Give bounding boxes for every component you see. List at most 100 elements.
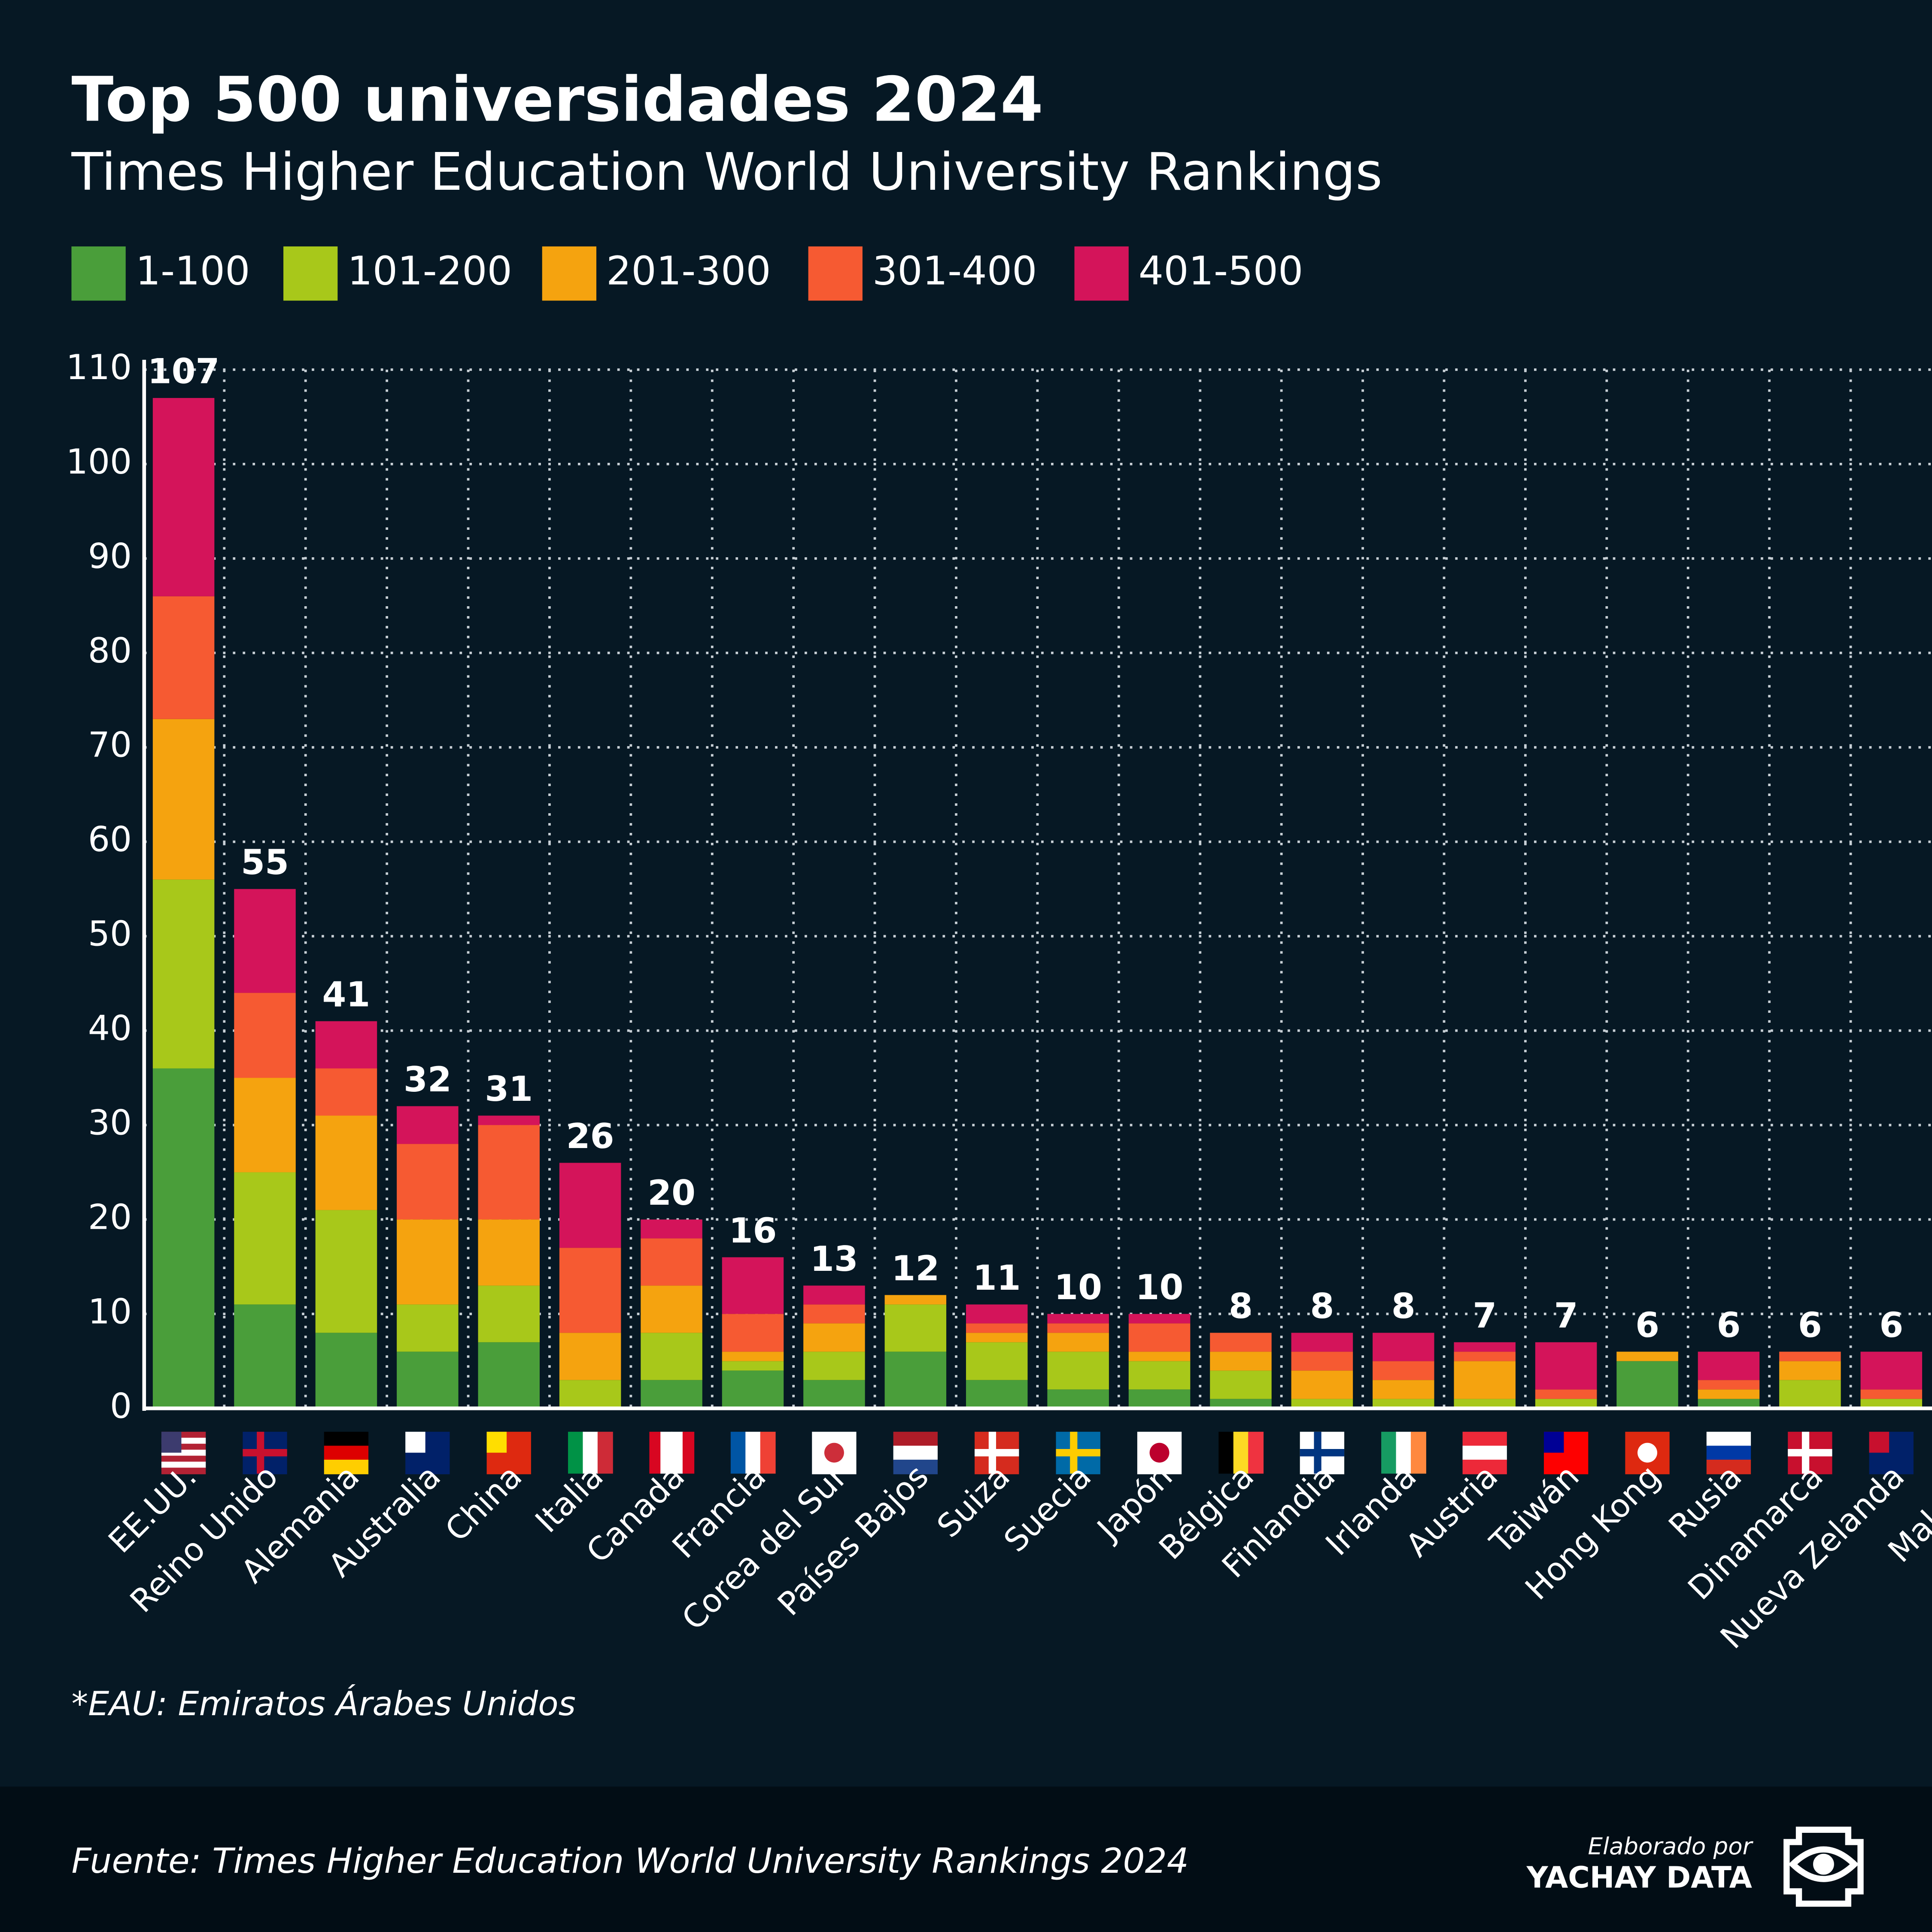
bar-segment [803,1323,865,1352]
y-tick-label: 80 [88,630,132,671]
bar-segment [1128,1352,1191,1361]
flag-stripe [893,1446,938,1461]
flag-stripe [1396,1431,1412,1474]
bar-segment [884,1304,947,1352]
bar-segment [1291,1333,1353,1352]
flag-dot [824,1443,844,1463]
bar-segment [722,1257,784,1314]
flag [1218,1431,1264,1474]
bar-segment [478,1219,540,1286]
flag-stripe [730,1431,746,1474]
bar-segment [1454,1342,1516,1352]
bar-segment [1373,1361,1434,1380]
flag-stripe [597,1431,613,1474]
flag [1543,1431,1589,1474]
footer-band [0,1786,1932,1932]
flag [1300,1431,1345,1474]
legend-label: 101-200 [347,248,512,294]
total-label: 32 [404,1059,452,1100]
flag-canton [486,1431,507,1453]
flag-stripe [161,1461,206,1468]
bar-segment [641,1238,702,1286]
total-label: 26 [566,1116,614,1156]
flag [1056,1431,1100,1474]
flag-cross [1788,1449,1832,1457]
flag-cross [257,1431,264,1474]
logo [1783,1826,1864,1907]
flag-cross [1300,1449,1345,1457]
bar-segment [478,1125,540,1220]
bar-segment [1291,1370,1353,1399]
legend-swatch [283,246,338,301]
bar-segment [1860,1389,1923,1399]
bar-segment [315,1210,377,1333]
logo-eye [1788,1846,1859,1882]
bar-segment [1210,1370,1272,1399]
flag [1788,1431,1832,1474]
bar-segment [803,1380,865,1409]
bar-segment [722,1361,784,1371]
logo-pupil [1813,1853,1834,1875]
flag-cross [1314,1431,1321,1474]
note: *EAU: Emiratos Árabes Unidos [71,1684,576,1723]
y-tick-label: 90 [88,536,132,576]
bar-segment [1047,1323,1109,1333]
bar-segment [1128,1314,1191,1324]
bar-segment [1291,1352,1353,1371]
total-label: 8 [1229,1286,1253,1326]
flag-stripe [1462,1431,1507,1446]
legend-label: 1-100 [136,248,250,294]
flag-stripe [1462,1446,1507,1461]
bar-segment [315,1115,377,1210]
flag-canton [1543,1431,1564,1453]
bar-segment [1047,1389,1109,1409]
bar-segment [1616,1361,1678,1409]
bar-segment [1698,1352,1760,1380]
flag-stripe [671,1431,683,1474]
bar-segment [1698,1380,1760,1390]
total-label: 6 [1879,1305,1903,1345]
flag-stripe [649,1431,661,1474]
flag-stripe [1381,1431,1397,1474]
bar-segment [152,879,215,1069]
bar-segment [641,1380,702,1409]
flag-stripe [893,1431,938,1446]
flag [730,1431,776,1474]
flag-stripe [1706,1446,1751,1461]
bar-segment [1454,1399,1516,1409]
flag-stripe [682,1431,695,1474]
total-label: 6 [1717,1305,1741,1345]
total-label: 11 [973,1258,1021,1298]
legend-swatch [542,246,597,301]
bar-segment [234,1078,296,1173]
flag-cross [1070,1431,1078,1474]
y-tick-label: 60 [88,819,132,860]
y-tick-label: 30 [88,1102,132,1142]
total-label: 107 [148,351,220,392]
flag-cross [1801,1431,1810,1474]
legend-label: 301-400 [872,248,1037,294]
bar-segment [966,1333,1028,1343]
total-label: 16 [729,1210,777,1251]
bar-segment [1698,1389,1760,1399]
y-tick-label: 70 [88,725,132,765]
total-label: 31 [485,1069,533,1109]
flag-stripe [660,1431,672,1474]
flag [893,1431,938,1474]
total-label: 8 [1310,1286,1334,1326]
source: Fuente: Times Higher Education World Uni… [71,1841,1188,1881]
bar-segment [1210,1333,1272,1352]
flag-stripe [1706,1431,1751,1446]
flag-stripe [1411,1431,1426,1474]
bar-segment [803,1352,865,1380]
bar-segment [722,1352,784,1361]
flag [1706,1431,1751,1474]
credit-prefix: Elaborado por [1588,1832,1754,1860]
flag [568,1431,613,1474]
y-tick-label: 110 [66,347,132,387]
flag [1462,1431,1507,1474]
flag-cross [243,1449,287,1457]
bar-segment [1210,1399,1272,1409]
bar-segment [397,1304,459,1352]
bar-segment [234,1304,296,1409]
